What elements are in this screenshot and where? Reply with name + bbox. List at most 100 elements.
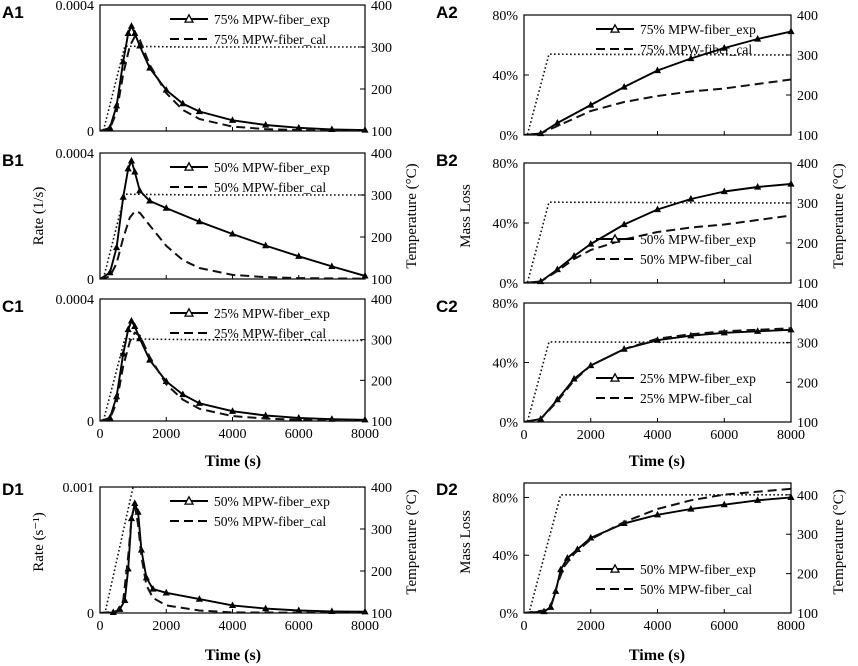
legend-triangle-icon xyxy=(183,495,195,505)
y-left-tick-label: 0.0004 xyxy=(56,0,95,14)
y-left-tick-label: 0 xyxy=(87,125,94,140)
legend-label-exp: 50% MPW-fiber_exp xyxy=(640,232,756,247)
data-point-exp xyxy=(127,22,136,29)
y-left-tick-label: 40% xyxy=(492,69,518,84)
data-point-exp xyxy=(146,196,154,204)
data-point-exp xyxy=(127,316,136,324)
data-point-exp xyxy=(113,243,121,251)
y-right-tick-label: 400 xyxy=(797,9,818,24)
x-tick-label: 6000 xyxy=(710,619,738,634)
y-left-tick-label: 0.0004 xyxy=(56,293,95,308)
data-point-exp xyxy=(587,101,595,108)
y-right-tick-label: 200 xyxy=(797,568,818,583)
data-point-exp xyxy=(720,500,728,508)
data-point-exp xyxy=(228,601,237,609)
data-point-exp xyxy=(720,44,728,51)
legend-label-cal: 75% MPW-fiber_cal xyxy=(640,42,752,57)
y-axis-label-rate-b1: Rate (1/s) xyxy=(31,187,47,246)
series-line-cal xyxy=(100,35,365,131)
x-tick-label: 6000 xyxy=(285,619,313,634)
data-point-exp xyxy=(787,493,795,501)
x-tick-label: 8000 xyxy=(351,619,379,634)
y-left-tick-label: 0.0004 xyxy=(56,147,95,162)
y-right-tick-label: 300 xyxy=(371,41,392,56)
x-axis-label-c1: Time (s) xyxy=(205,453,261,470)
data-point-exp xyxy=(262,241,270,249)
series-line-cal xyxy=(524,214,791,283)
y-right-tick-label: 400 xyxy=(797,489,818,504)
legend-label-cal: 25% MPW-fiber_cal xyxy=(640,391,752,406)
legend-label-exp: 25% MPW-fiber_exp xyxy=(640,371,756,386)
data-point-exp xyxy=(124,29,132,36)
y-right-tick-label: 100 xyxy=(797,607,818,622)
y-right-tick-label: 200 xyxy=(371,565,392,580)
y-right-tick-label: 100 xyxy=(371,607,392,622)
panel-label-b2: B2 xyxy=(436,151,458,170)
x-tick-label: 0 xyxy=(521,619,528,634)
x-tick-label: 6000 xyxy=(285,427,313,442)
x-tick-label: 4000 xyxy=(219,619,247,634)
panel-label-a2: A2 xyxy=(436,3,458,22)
data-point-exp xyxy=(361,271,369,279)
x-axis-label-c2: Time (s) xyxy=(629,453,685,470)
panel-label-b1: B1 xyxy=(2,151,24,170)
data-point-exp xyxy=(162,204,170,211)
series-line-cal xyxy=(524,78,791,135)
y-right-tick-label: 100 xyxy=(797,129,818,144)
legend-label-cal: 50% MPW-fiber_cal xyxy=(214,514,326,529)
data-point-exp xyxy=(328,262,336,270)
data-point-exp xyxy=(620,220,628,228)
data-point-exp xyxy=(179,99,187,107)
data-point-exp xyxy=(687,505,695,512)
data-point-exp xyxy=(262,121,270,128)
y-right-tick-label: 300 xyxy=(797,337,818,352)
y-left-tick-label: 40% xyxy=(492,357,518,372)
data-point-exp xyxy=(687,331,695,339)
data-point-exp xyxy=(653,205,662,213)
data-point-exp xyxy=(228,229,237,237)
y-right-tick-label: 100 xyxy=(797,416,818,431)
data-point-exp xyxy=(720,328,728,336)
y-axis-label-temperature-d1: Temperature (°C) xyxy=(404,489,420,594)
legend-label-cal: 50% MPW-fiber_cal xyxy=(214,180,326,195)
legend: 50% MPW-fiber_exp 50% MPW-fiber_cal xyxy=(596,232,756,267)
series-line-temperature xyxy=(100,193,365,279)
series-line-cal xyxy=(100,331,365,421)
data-point-exp xyxy=(653,510,662,518)
legend: 50% MPW-fiber_exp 50% MPW-fiber_cal xyxy=(170,160,330,195)
data-point-exp xyxy=(754,183,762,190)
legend-label-exp: 50% MPW-fiber_exp xyxy=(214,494,330,509)
y-right-tick-label: 200 xyxy=(797,89,818,104)
series-line-temperature xyxy=(524,341,791,422)
panel-label-d1: D1 xyxy=(2,480,24,499)
series-line-cal xyxy=(524,327,791,422)
y-right-tick-label: 100 xyxy=(371,125,392,140)
data-point-exp xyxy=(720,187,728,195)
data-point-exp xyxy=(124,164,132,172)
data-point-exp xyxy=(328,607,336,614)
y-right-tick-label: 300 xyxy=(797,49,818,64)
x-tick-label: 4000 xyxy=(644,428,672,443)
data-point-exp xyxy=(195,399,203,406)
data-point-exp xyxy=(228,116,237,123)
legend-label-exp: 75% MPW-fiber_exp xyxy=(214,12,330,27)
x-tick-label: 0 xyxy=(97,427,104,442)
legend-triangle-icon xyxy=(609,233,621,243)
y-right-tick-label: 200 xyxy=(371,231,392,246)
data-point-exp xyxy=(195,107,203,115)
y-left-tick-label: 0.001 xyxy=(63,481,95,496)
y-axis-label-mass-loss-b2: Mass Loss xyxy=(458,184,474,248)
x-tick-label: 2000 xyxy=(577,428,605,443)
y-right-tick-label: 100 xyxy=(371,415,392,430)
legend-label-exp: 75% MPW-fiber_exp xyxy=(640,22,756,37)
y-right-tick-label: 300 xyxy=(797,197,818,212)
x-tick-label: 2000 xyxy=(152,427,180,442)
legend-triangle-icon xyxy=(609,372,621,382)
data-point-exp xyxy=(119,57,127,65)
data-point-exp xyxy=(162,588,170,596)
data-point-exp xyxy=(179,390,187,398)
data-point-exp xyxy=(587,533,595,541)
y-left-tick-label: 80% xyxy=(492,157,518,172)
